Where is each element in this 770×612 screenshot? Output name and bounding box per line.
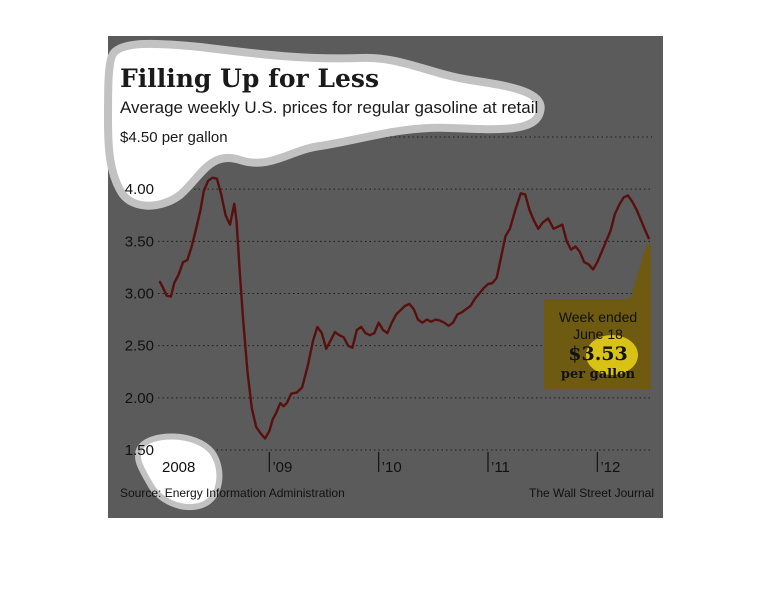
y-tick-label: 2.00 (125, 390, 154, 407)
series-line-0 (158, 176, 650, 440)
source-note: Source: Energy Information Administratio… (120, 486, 345, 500)
y-tick-label: 2.50 (125, 338, 154, 355)
x-ticks: 2008 ’09 ’10 ’11 ’12 (162, 452, 620, 476)
callout-value: $3.53 (568, 343, 628, 365)
title-backdrop (104, 39, 545, 210)
x-tick-label: 2008 (162, 459, 195, 476)
series-layer (158, 176, 650, 440)
y-tick-labels: 4.00 3.50 3.00 2.50 2.00 1.50 $4.50 per gallon (120, 129, 228, 459)
callout-unit: per gallon (561, 367, 636, 382)
credit-note: The Wall Street Journal (529, 486, 654, 500)
callout-line2: June 18 (573, 326, 623, 342)
callout-value-highlight (586, 335, 638, 375)
x-tick-label: ’11 (491, 459, 510, 476)
y-tick-label: 3.00 (125, 286, 154, 303)
x-tick-label: ’09 (272, 459, 292, 476)
y-tick-label: 4.00 (125, 181, 154, 198)
y-unit-label: $4.50 per gallon (120, 129, 228, 146)
year-label-backdrop (134, 433, 223, 511)
y-tick-label: 1.50 (125, 442, 154, 459)
x-tick-label: ’12 (600, 459, 620, 476)
callout: Week ended June 18 $3.53 per gallon (544, 244, 651, 390)
callout-pointer (630, 244, 651, 299)
chart-title: Filling Up for Less (120, 64, 379, 93)
chart-subtitle: Average weekly U.S. prices for regular g… (120, 98, 538, 117)
y-tick-label: 3.50 (125, 233, 154, 250)
callout-line1: Week ended (559, 309, 637, 325)
x-tick-label: ’10 (382, 459, 402, 476)
